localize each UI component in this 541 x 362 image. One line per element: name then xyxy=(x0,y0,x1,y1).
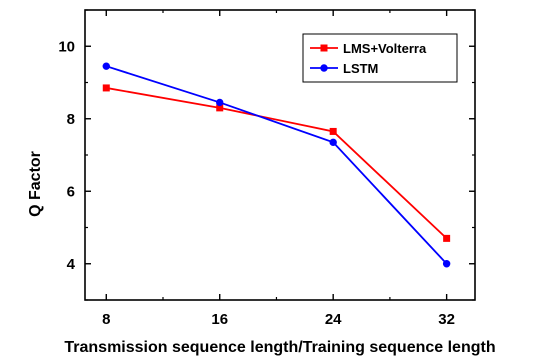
y-tick-label: 4 xyxy=(67,256,76,273)
series-line-lms-volterra xyxy=(106,87,448,240)
data-point-lms-volterra xyxy=(443,234,451,242)
series-layer xyxy=(102,62,451,268)
x-tick-label: 8 xyxy=(102,311,110,328)
legend-label-lms-volterra: LMS+Volterra xyxy=(343,41,427,56)
legend-box xyxy=(302,33,458,83)
data-point-lstm xyxy=(442,260,451,268)
y-tick-label: 6 xyxy=(67,183,75,200)
legend-marker-lms-volterra xyxy=(320,44,328,52)
legend-marker-lstm xyxy=(320,64,328,72)
legend-label-lstm: LSTM xyxy=(343,61,378,76)
data-point-lms-volterra xyxy=(102,84,110,92)
y-tick-label: 10 xyxy=(58,38,75,55)
y-axis: 4 6 8 10 xyxy=(58,9,475,301)
y-axis-title: Q Factor xyxy=(27,151,44,217)
data-point-lstm xyxy=(216,98,224,107)
x-tick-label: 32 xyxy=(438,311,455,328)
x-axis-title: Transmission sequence length/Training se… xyxy=(64,339,495,356)
x-tick-label: 24 xyxy=(325,311,342,328)
x-tick-label: 16 xyxy=(211,311,228,328)
data-point-lstm xyxy=(329,138,337,147)
x-axis: 8 16 24 32 xyxy=(102,10,455,328)
data-point-lms-volterra xyxy=(216,104,224,112)
y-tick-label: 8 xyxy=(67,111,75,128)
series-line-lstm xyxy=(105,65,448,265)
legend: LMS+Volterra LSTM xyxy=(302,33,458,83)
data-point-lstm xyxy=(102,62,110,70)
data-point-lms-volterra xyxy=(329,127,337,135)
